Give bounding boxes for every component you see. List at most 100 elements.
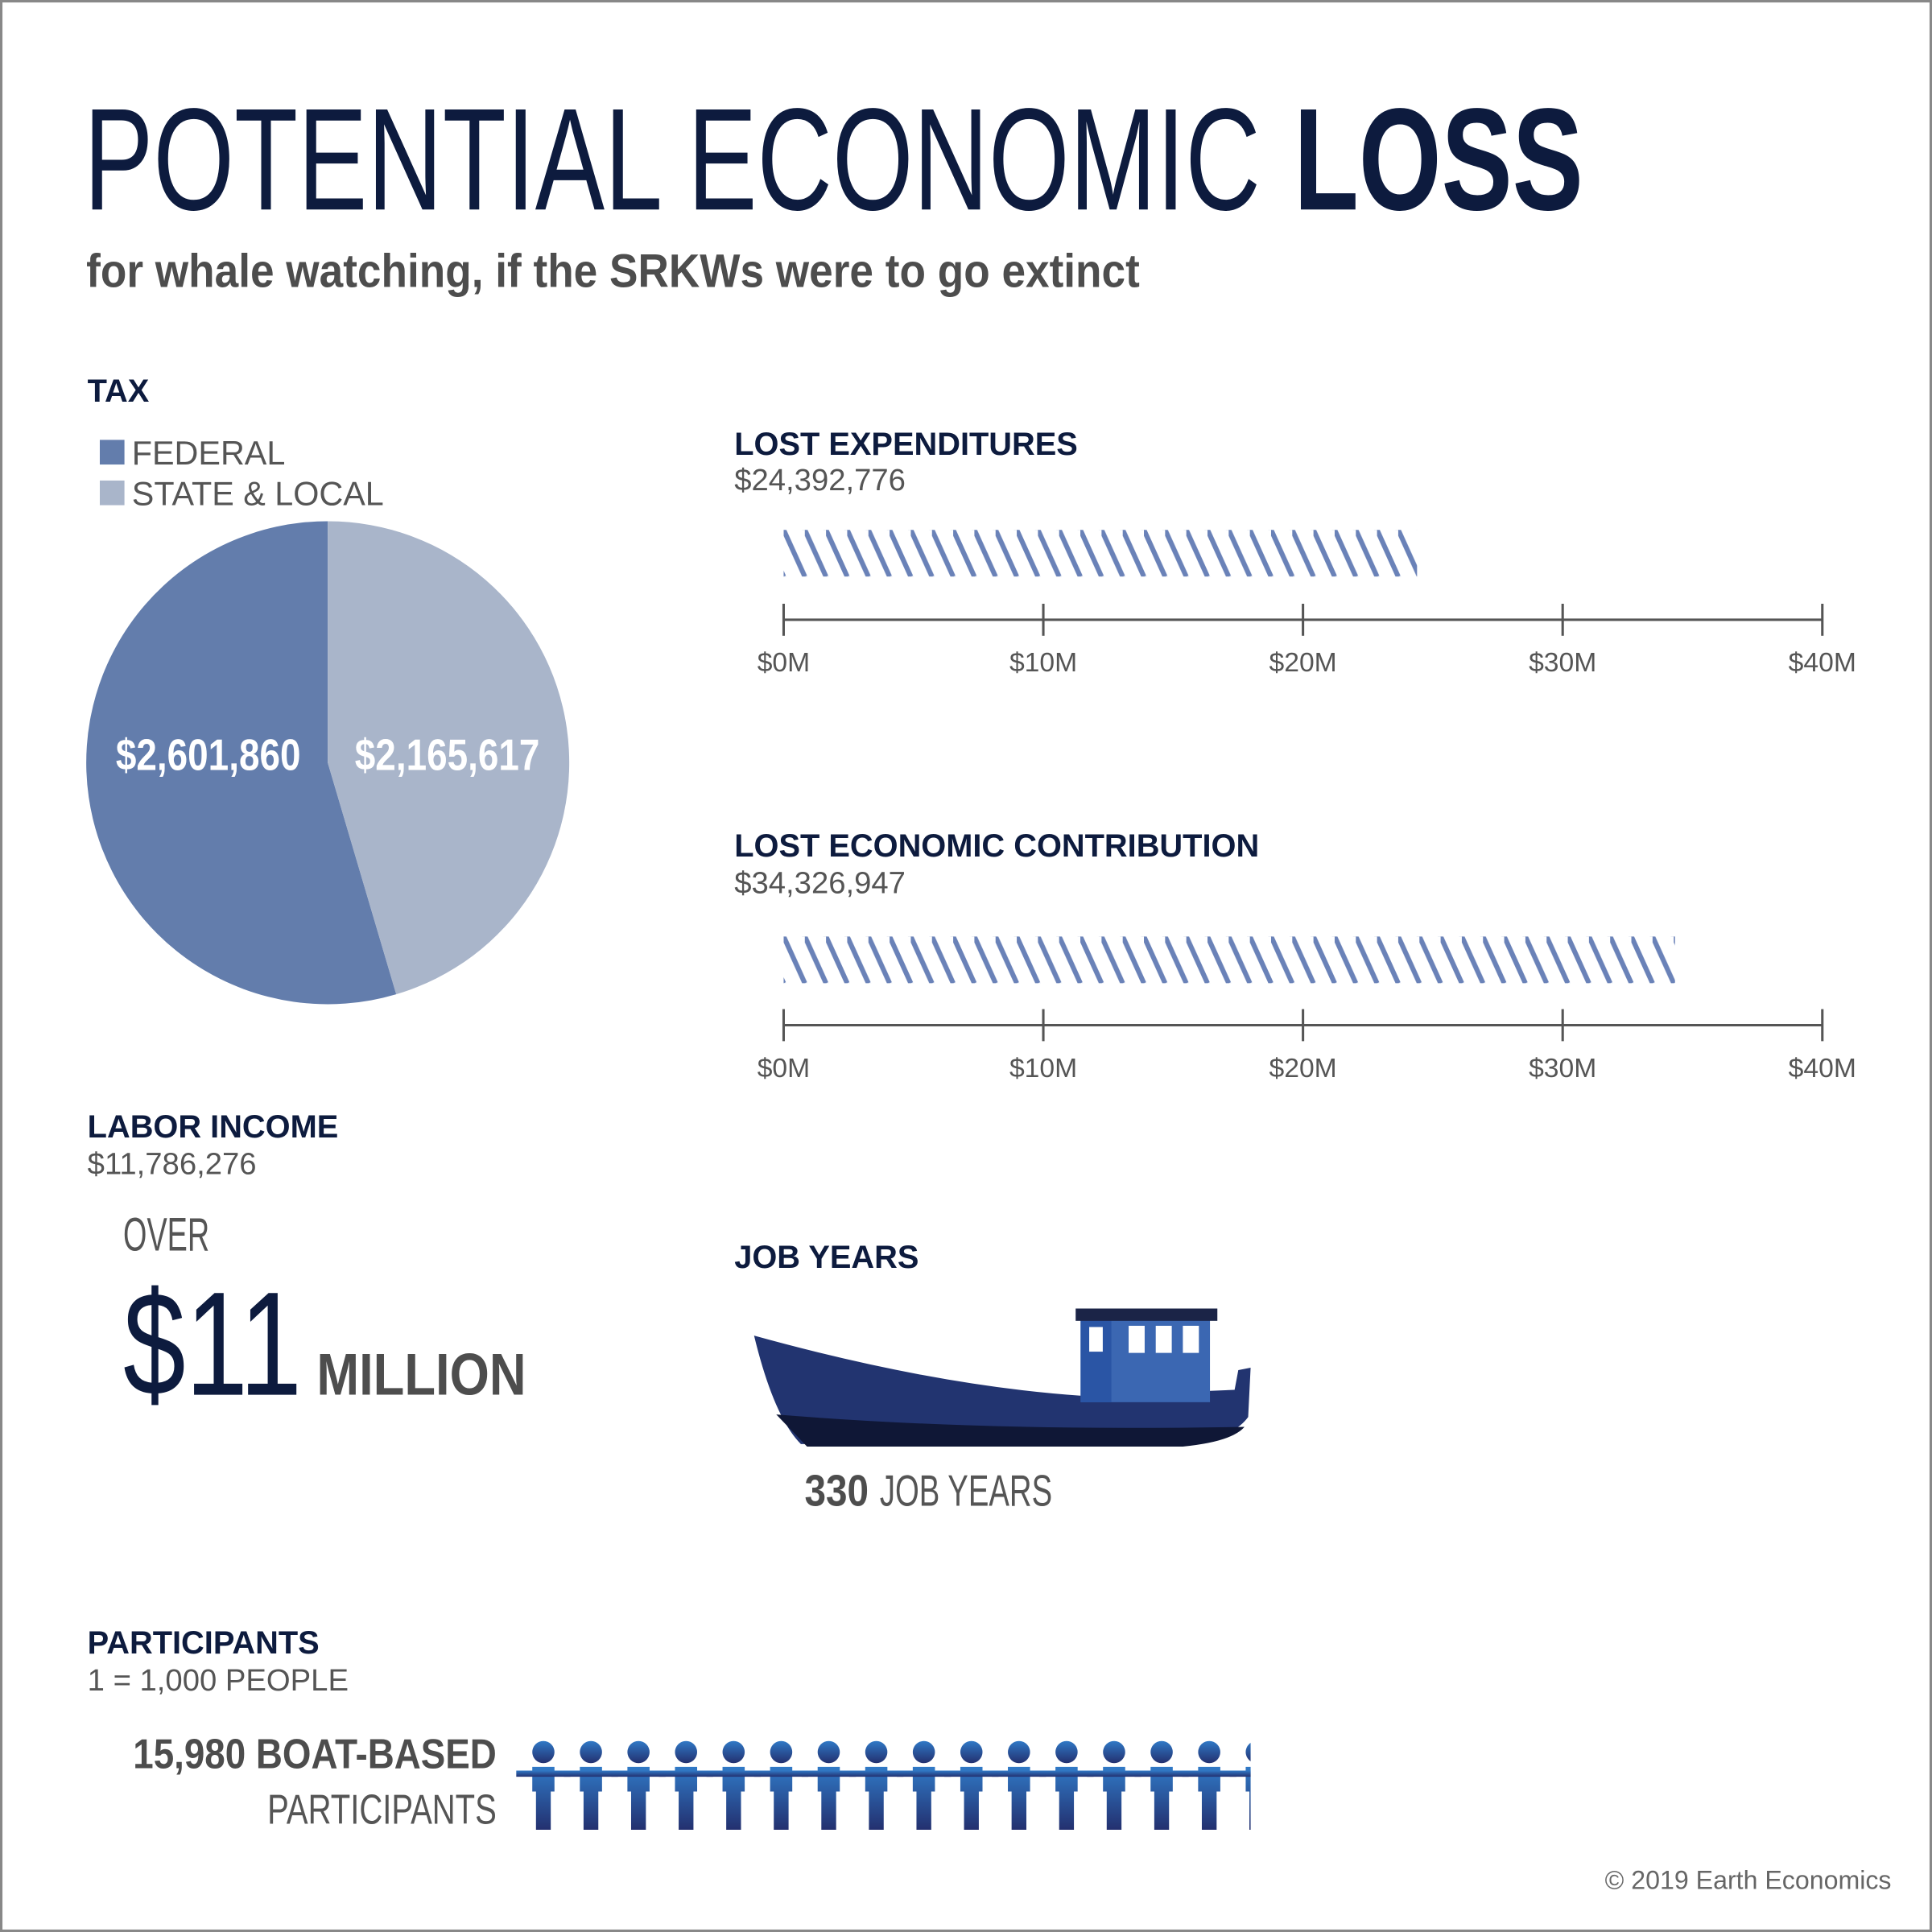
bar [783, 936, 1675, 984]
person [1229, 1743, 1251, 1830]
bar-value-label: $24,392,776 [734, 463, 906, 497]
person-body [912, 1766, 935, 1830]
person-body [1103, 1766, 1125, 1830]
person-head [1150, 1740, 1173, 1764]
pie-title: TAX [88, 374, 150, 409]
person-arms [1134, 1770, 1189, 1777]
person-head [1008, 1740, 1030, 1764]
person-arms [896, 1770, 952, 1777]
person [1087, 1740, 1141, 1830]
person [611, 1740, 666, 1830]
bar-title: LOST EXPENDITURES [734, 427, 1078, 462]
participants-label: PARTICIPANTS [267, 1786, 497, 1833]
person-head [1055, 1740, 1078, 1764]
person [1182, 1740, 1236, 1830]
x-tick-label: $10M [1009, 1054, 1077, 1084]
person [992, 1740, 1046, 1830]
person-body [960, 1766, 983, 1830]
person-head [912, 1740, 935, 1764]
person-head [580, 1740, 602, 1764]
x-tick-label: $10M [1009, 648, 1077, 678]
person-head [722, 1740, 745, 1764]
person-body [532, 1766, 555, 1830]
person-arms [516, 1770, 571, 1777]
person-head [865, 1740, 888, 1764]
person-body [1055, 1766, 1078, 1830]
x-tick-label: $20M [1269, 648, 1337, 678]
x-tick-label: $0M [758, 648, 810, 678]
person-body [1150, 1766, 1173, 1830]
person-head [675, 1740, 698, 1764]
jobs-title: JOB YEARS [734, 1240, 919, 1275]
person-head [770, 1740, 793, 1764]
person-arms [611, 1770, 666, 1777]
labor-title: LABOR INCOME [88, 1109, 339, 1145]
person-body [722, 1766, 745, 1830]
person [801, 1740, 857, 1830]
labor-over: OVER [123, 1209, 209, 1261]
person-head [1245, 1743, 1251, 1761]
participants-scale: 1 = 1,000 PEOPLE [88, 1663, 349, 1698]
person-body [675, 1766, 698, 1830]
people-icons [516, 1740, 1251, 1830]
person [753, 1740, 809, 1830]
legend-swatch [99, 480, 125, 506]
person-arms [706, 1770, 762, 1777]
jobs-count: 330 [804, 1465, 869, 1515]
person-arms [658, 1770, 713, 1777]
x-tick-label: $40M [1789, 1054, 1856, 1084]
person-head [960, 1740, 983, 1764]
person-body [1245, 1766, 1251, 1830]
person [896, 1740, 952, 1830]
person-arms [801, 1770, 857, 1777]
person-head [817, 1740, 840, 1764]
labor-value: $11,786,276 [88, 1147, 257, 1182]
bar-title: LOST ECONOMIC CONTRIBUTION [734, 828, 1259, 864]
person-arms [1229, 1770, 1251, 1777]
person [944, 1740, 999, 1830]
subtitle: for whale watching, if the SRKWs were to… [86, 246, 1140, 298]
participants-title: PARTICIPANTS [88, 1625, 320, 1661]
legend-swatch [99, 440, 125, 465]
person-arms [848, 1770, 904, 1777]
title-bold: LOSS [1294, 78, 1583, 241]
person-body [1198, 1766, 1220, 1830]
person-body [1008, 1766, 1030, 1830]
title: POTENTIAL ECONOMIC [84, 78, 1261, 241]
labor-unit: MILLION [316, 1341, 526, 1408]
x-tick-label: $20M [1269, 1054, 1337, 1084]
legend-label: FEDERAL [132, 435, 286, 472]
person-arms [1087, 1770, 1141, 1777]
person [564, 1740, 618, 1830]
x-tick-label: $30M [1529, 648, 1596, 678]
person-head [1198, 1740, 1220, 1764]
person-body [865, 1766, 888, 1830]
person-head [532, 1740, 555, 1764]
person-body [580, 1766, 602, 1830]
pie-value-label: $2,165,617 [355, 730, 540, 780]
person-head [1103, 1740, 1125, 1764]
bar-value-label: $34,326,947 [734, 866, 906, 901]
person [1134, 1740, 1189, 1830]
person-head [627, 1740, 650, 1764]
person-arms [992, 1770, 1046, 1777]
x-tick-label: $30M [1529, 1054, 1596, 1084]
person-arms [1039, 1770, 1094, 1777]
person-arms [1182, 1770, 1236, 1777]
person [516, 1740, 571, 1830]
person [848, 1740, 904, 1830]
legend-label: STATE & LOCAL [132, 476, 384, 513]
x-tick-label: $40M [1789, 648, 1856, 678]
boat-icon [753, 1308, 1251, 1447]
person [1039, 1740, 1094, 1830]
x-tick-label: $0M [758, 1054, 810, 1084]
person-arms [564, 1770, 618, 1777]
labor-big: $11 [123, 1261, 302, 1426]
person-arms [944, 1770, 999, 1777]
jobs-unit: JOB YEARS [880, 1465, 1052, 1515]
footer: © 2019 Earth Economics [1605, 1865, 1892, 1894]
person-body [817, 1766, 840, 1830]
person-body [770, 1766, 793, 1830]
person [658, 1740, 713, 1830]
